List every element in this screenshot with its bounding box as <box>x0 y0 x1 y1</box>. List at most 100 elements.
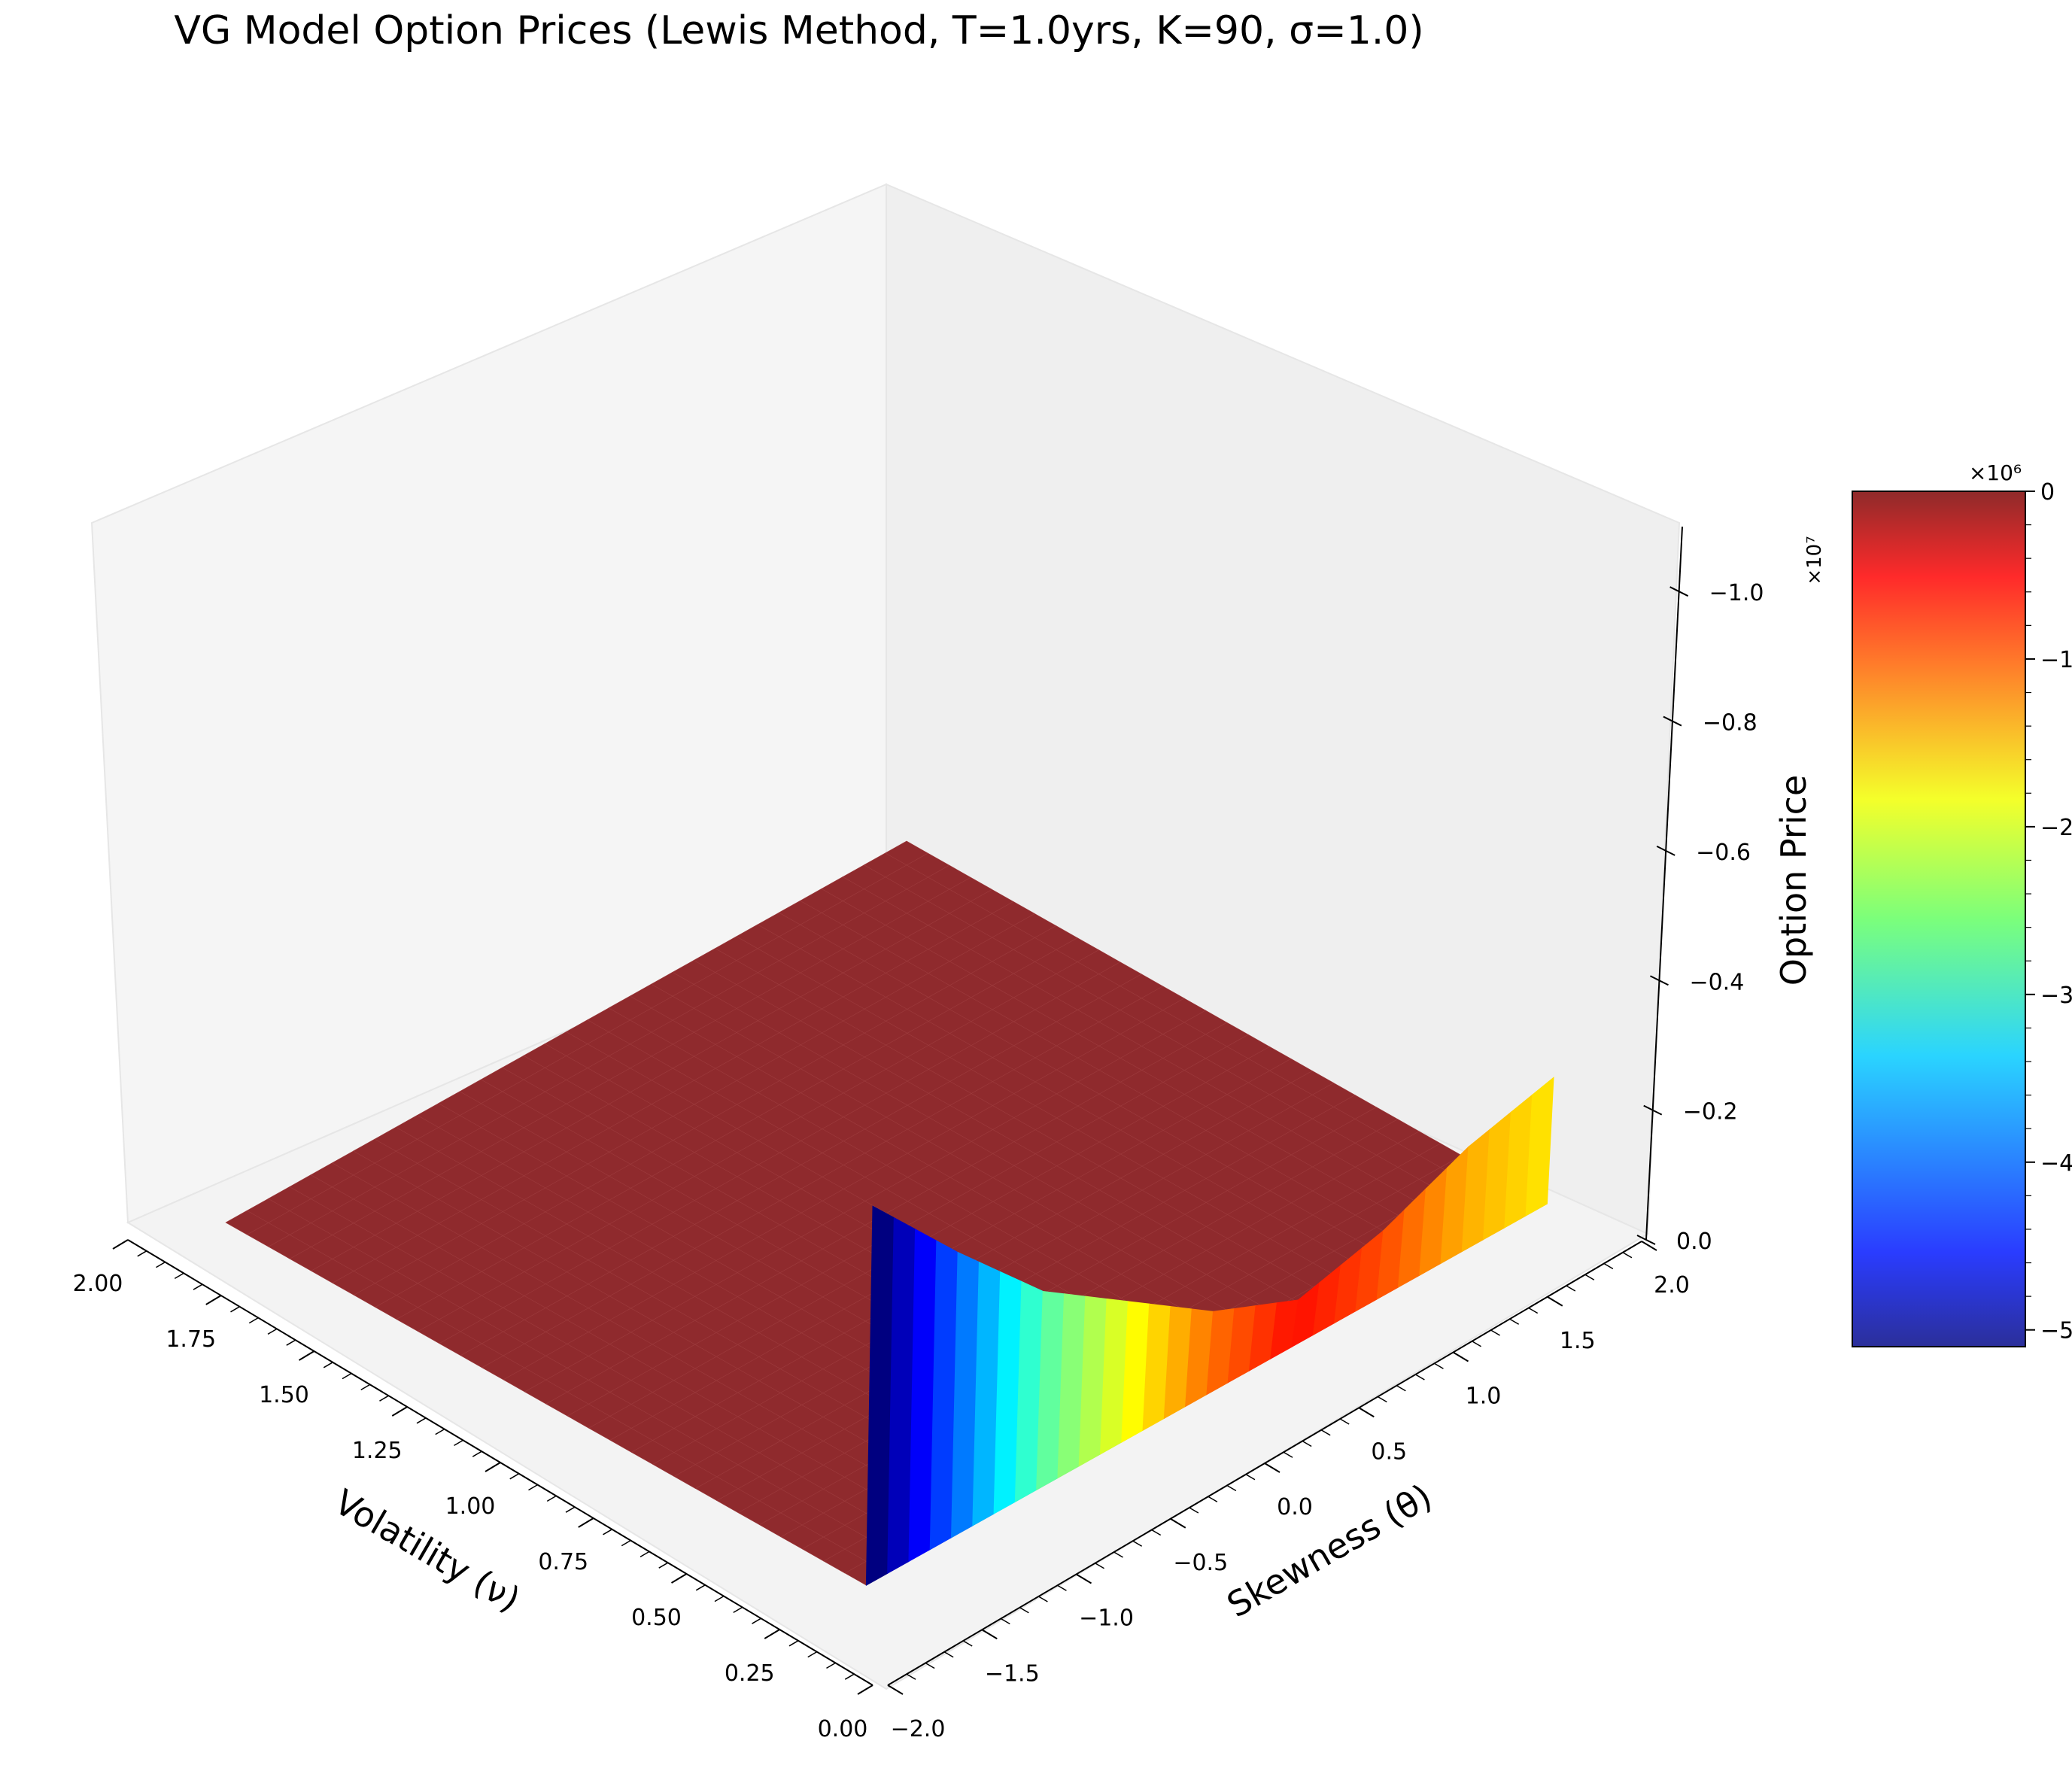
y-minor-tick <box>1057 1584 1067 1591</box>
y-tick-label: −1.0 <box>1079 1605 1134 1632</box>
x-tick-label: 0.00 <box>818 1716 868 1742</box>
x-minor-tick <box>193 1283 203 1290</box>
x-minor-tick <box>342 1372 352 1380</box>
y-minor-tick <box>1302 1440 1312 1447</box>
x-axis-label: Volatility (ν) <box>327 1481 527 1620</box>
y-minor-tick <box>1245 1474 1256 1481</box>
y-tick-label: −0.5 <box>1173 1550 1228 1576</box>
surface-edge-patch <box>1525 1077 1554 1217</box>
z-offset-text: ×10⁷ <box>1803 536 1826 585</box>
y-axis-label: Skewness (θ) <box>1220 1476 1439 1626</box>
y-minor-tick <box>906 1673 916 1680</box>
x-minor-tick <box>230 1306 240 1313</box>
y-minor-tick <box>1509 1318 1520 1325</box>
x-minor-tick <box>677 1573 687 1580</box>
x-minor-tick <box>360 1384 371 1391</box>
y-tick-label: 0.5 <box>1371 1438 1407 1465</box>
z-tick-label: −0.2 <box>1683 1099 1738 1125</box>
x-tick-label: 0.75 <box>538 1549 588 1575</box>
z-tick-label: −0.8 <box>1703 710 1758 737</box>
y-minor-tick <box>1095 1563 1104 1569</box>
x-minor-tick <box>733 1606 743 1614</box>
z-tick-label: −1.0 <box>1709 580 1764 606</box>
y-minor-tick <box>1547 1296 1557 1303</box>
x-minor-tick <box>472 1450 482 1457</box>
x-minor-tick <box>305 1350 314 1357</box>
y-minor-tick <box>1472 1341 1481 1347</box>
y-minor-tick <box>1226 1484 1237 1492</box>
z-axis-ticks: 0.0 −0.2 −0.4 −0.6 −0.8 −1.0 <box>1636 580 1764 1255</box>
x-minor-tick <box>770 1629 780 1636</box>
x-tick-label: 2.00 <box>73 1271 123 1297</box>
y-minor-tick <box>1584 1274 1595 1280</box>
z-tick-mark <box>1669 586 1689 597</box>
x-minor-tick <box>546 1495 557 1502</box>
y-minor-tick <box>887 1684 898 1691</box>
y-minor-tick <box>1415 1374 1425 1381</box>
y-minor-tick <box>962 1640 973 1647</box>
y-minor-tick <box>1528 1307 1539 1314</box>
colorbar-tick-label: −2 <box>2040 815 2072 841</box>
x-minor-tick <box>323 1362 333 1368</box>
x-minor-tick <box>118 1239 129 1246</box>
x-minor-tick <box>807 1651 818 1658</box>
y-minor-tick <box>1189 1507 1199 1514</box>
z-tick-label: −0.6 <box>1696 840 1751 866</box>
y-minor-tick <box>1132 1540 1143 1547</box>
x-tick-label: 0.50 <box>631 1605 682 1631</box>
z-tick-mark <box>1663 715 1682 727</box>
x-minor-tick <box>528 1484 538 1491</box>
y-minor-tick <box>943 1651 954 1658</box>
x-tick-label: 1.00 <box>445 1493 496 1520</box>
x-tick-label: 0.25 <box>725 1660 775 1687</box>
x-minor-tick <box>174 1272 184 1280</box>
y-minor-tick <box>1377 1396 1387 1403</box>
y-minor-tick <box>1490 1329 1500 1336</box>
z-tick-mark <box>1650 975 1669 986</box>
x-minor-tick <box>584 1517 594 1524</box>
x-minor-tick <box>435 1428 445 1435</box>
x-minor-tick <box>603 1529 612 1536</box>
x-minor-tick <box>491 1462 501 1469</box>
colorbar-tick-label: −4 <box>2040 1150 2072 1177</box>
chart-title: VG Model Option Prices (Lewis Method, T=… <box>174 8 1423 53</box>
x-minor-tick <box>397 1406 408 1413</box>
colorbar-tick-label: −5 <box>2040 1318 2072 1344</box>
z-axis-label: Option Price <box>1773 775 1814 986</box>
x-minor-tick <box>844 1673 855 1680</box>
colorbar-ticks: 0 −1 −2 −3 −4 −5 <box>2025 479 2072 1344</box>
colorbar-tick-label: −3 <box>2040 983 2072 1009</box>
y-axis-ticks: −2.0 −1.5 −1.0 −0.5 0.0 0.5 1.0 1.5 2.0 <box>887 1241 1690 1742</box>
x-minor-tick <box>416 1417 427 1424</box>
y-tick-label: 1.5 <box>1560 1328 1596 1354</box>
surface <box>225 840 1554 1586</box>
y-tick-label: 2.0 <box>1654 1272 1690 1299</box>
x-minor-tick <box>211 1295 222 1302</box>
x-minor-tick <box>863 1684 873 1691</box>
y-minor-tick <box>1283 1451 1293 1458</box>
x-minor-tick <box>137 1250 147 1257</box>
y-minor-tick <box>1038 1596 1048 1602</box>
y-tick-label: −2.0 <box>891 1716 946 1742</box>
x-minor-tick <box>156 1261 166 1268</box>
y-minor-tick <box>1208 1496 1218 1502</box>
y-minor-tick <box>1000 1618 1010 1625</box>
y-tick-label: −1.5 <box>985 1660 1040 1687</box>
y-minor-tick <box>1396 1385 1406 1392</box>
x-minor-tick <box>286 1339 296 1346</box>
z-tick-mark <box>1643 1104 1663 1116</box>
x-minor-tick <box>248 1317 259 1324</box>
y-minor-tick <box>981 1629 992 1636</box>
x-tick-label: 1.50 <box>259 1382 309 1408</box>
x-minor-tick <box>640 1551 650 1558</box>
x-minor-tick <box>267 1328 278 1335</box>
x-tick-label: 1.25 <box>352 1438 403 1464</box>
y-minor-tick <box>1566 1285 1576 1292</box>
x-minor-tick <box>788 1640 799 1647</box>
x-minor-tick <box>695 1584 706 1591</box>
colorbar <box>1852 491 2026 1347</box>
colorbar-offset-text: ×10⁶ <box>1969 460 2022 485</box>
y-minor-tick <box>1358 1407 1369 1414</box>
x-minor-tick <box>565 1506 576 1513</box>
